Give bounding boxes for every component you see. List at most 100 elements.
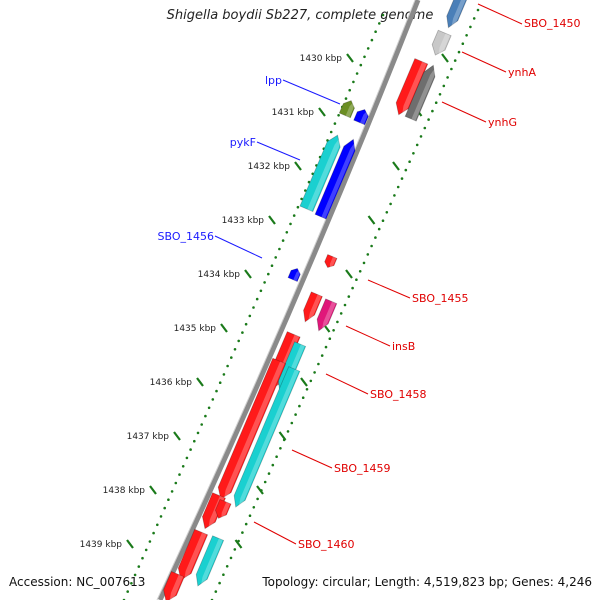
left-rail-dot xyxy=(152,531,155,535)
map-title: Shigella boydii Sb227, complete genome xyxy=(166,8,434,23)
left-rail-dot xyxy=(344,97,348,100)
right-rail-dot xyxy=(434,101,438,104)
left-rail-dot xyxy=(329,130,333,134)
gene-sbo-1459[interactable] xyxy=(214,357,287,502)
gene-label-sbo_1456[interactable]: SBO_1456 xyxy=(158,230,215,243)
left-rail-dot xyxy=(300,197,303,201)
right-rail-dot xyxy=(271,463,275,467)
right-rail-dot xyxy=(427,118,430,121)
left-rail-dot xyxy=(252,306,255,309)
gene-ynhG[interactable] xyxy=(404,63,439,122)
right-rail-dot xyxy=(461,42,465,45)
gene-insB[interactable] xyxy=(313,298,338,333)
right-rail-dot xyxy=(218,581,221,585)
gene-label-sbo_1460[interactable]: SBO_1460 xyxy=(298,538,355,551)
gene-pykF-arrow[interactable] xyxy=(314,137,359,220)
gene-label-ynha[interactable]: ynhA xyxy=(508,66,536,79)
right-rail-dot xyxy=(225,565,229,568)
leader-line-left xyxy=(282,79,341,105)
right-rail-dot xyxy=(453,59,457,62)
gene-pykF[interactable] xyxy=(299,132,344,213)
gene-label-sbo_1455[interactable]: SBO_1455 xyxy=(412,292,469,305)
right-rail-dot xyxy=(438,93,442,96)
right-rail-dot xyxy=(469,25,472,29)
gene-label-sbo_1458[interactable]: SBO_1458 xyxy=(370,388,427,401)
right-rail-dot xyxy=(252,506,256,509)
tick-mark-left xyxy=(149,485,157,495)
right-rail-dot xyxy=(450,67,453,71)
left-rail-dot xyxy=(193,439,196,443)
gene-sbo-1455b[interactable] xyxy=(300,291,323,324)
right-rail-dot xyxy=(309,379,313,383)
left-rail-dot xyxy=(270,264,274,268)
leader-line-right xyxy=(477,3,523,25)
gene-lpp-arrow[interactable] xyxy=(353,107,371,126)
left-rail-dot xyxy=(378,22,381,25)
right-rail-dot xyxy=(377,227,381,231)
gene-label-sbo_1450[interactable]: SBO_1450 xyxy=(524,17,581,30)
left-rail-dot xyxy=(274,256,278,259)
gene-sbo-1461[interactable] xyxy=(174,528,209,582)
tick-label: 1431 kbp xyxy=(272,108,315,118)
left-rail-dot xyxy=(370,38,374,42)
right-rail-dot xyxy=(336,320,339,324)
left-rail-dot xyxy=(263,281,266,284)
tick-mark-right xyxy=(300,377,308,387)
gene-lpp[interactable] xyxy=(338,98,356,119)
right-rail-dot xyxy=(248,514,252,517)
gene-ynhA[interactable] xyxy=(429,29,452,58)
left-rail-dot xyxy=(348,88,352,92)
label-layer: 1430 kbp 1431 kbp 1432 kbp 1433 kbp 1434 kbp… xyxy=(80,3,581,551)
gene-label-ynhg[interactable]: ynhG xyxy=(488,116,517,129)
right-rail-dot xyxy=(222,573,225,576)
left-rail-dot xyxy=(226,364,229,368)
tick-label: 1434 kbp xyxy=(198,270,241,280)
tick-mark-left xyxy=(244,269,252,279)
tick-mark-right xyxy=(234,539,243,549)
right-rail-dot xyxy=(423,126,427,130)
right-rail-dot xyxy=(408,160,411,163)
tick-mark-right xyxy=(256,485,264,495)
left-rail-dot xyxy=(230,356,233,359)
tick-label: 1435 kbp xyxy=(174,324,217,334)
left-rail-dot xyxy=(163,506,166,510)
tick-mark-right xyxy=(345,269,353,279)
leader-line-left xyxy=(214,235,263,259)
right-rail-dot xyxy=(412,152,415,155)
right-rail-dot xyxy=(366,253,370,256)
gene-label-sbo_1459[interactable]: SBO_1459 xyxy=(334,462,391,475)
gene-label-insb[interactable]: insB xyxy=(392,340,415,353)
right-rail-dot xyxy=(442,84,446,88)
left-rail-dot xyxy=(281,239,285,242)
left-rail-dot xyxy=(156,523,159,527)
left-rail-dot xyxy=(189,448,192,451)
gene-label-lpp[interactable]: lpp xyxy=(265,74,282,87)
left-rail-dot xyxy=(196,431,200,435)
right-rail-dot xyxy=(332,329,335,332)
gene-sbo-1455[interactable] xyxy=(323,254,338,270)
tick-mark-left xyxy=(196,377,204,387)
tick-mark-left xyxy=(173,431,181,441)
gene-sbo-1456[interactable] xyxy=(287,267,302,282)
right-rail-dot xyxy=(286,430,290,433)
left-rail-dot xyxy=(170,490,174,493)
right-rail-dot xyxy=(355,278,358,282)
right-rail-dot xyxy=(298,404,301,408)
gene-sbo-1460b[interactable] xyxy=(213,498,232,520)
accession-text: Accession: NC_007613 xyxy=(9,575,146,589)
gene-sbo-1462[interactable] xyxy=(160,570,185,600)
right-rail-dot xyxy=(290,421,294,425)
leader-line-right xyxy=(461,51,507,73)
gene-sbo-1450[interactable] xyxy=(443,0,468,30)
right-rail-dot xyxy=(472,17,476,20)
right-rail-dot xyxy=(396,185,400,189)
right-rail-dot xyxy=(415,143,419,147)
left-rail-dot xyxy=(222,373,226,376)
gene-label-pykf[interactable]: pykF xyxy=(230,136,256,149)
left-rail-dot xyxy=(233,348,237,351)
gene-sbo-1459-cyan[interactable] xyxy=(230,366,301,510)
tick-label: 1439 kbp xyxy=(80,540,123,550)
left-rail-dot xyxy=(248,314,252,318)
left-rail-dot xyxy=(352,80,355,84)
gene-sbo-1461-cyan[interactable] xyxy=(192,535,225,589)
